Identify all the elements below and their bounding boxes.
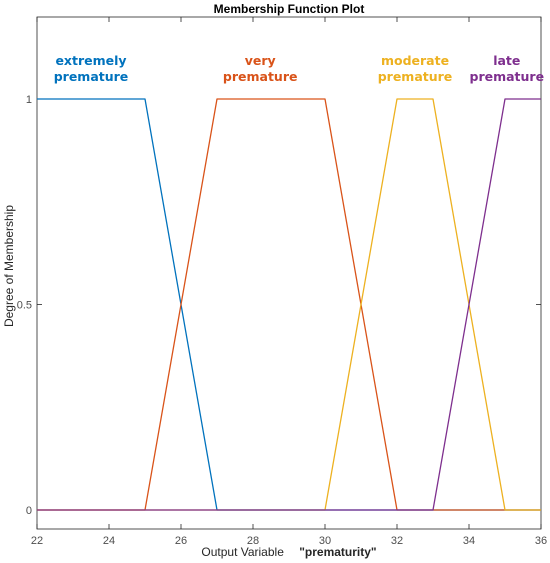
x-axis-label-text: Output Variable (201, 545, 284, 559)
x-axis-variable-name: "prematurity" (299, 545, 376, 559)
series-label-line: premature (378, 69, 453, 84)
y-tick-label: 1 (26, 94, 32, 106)
x-axis-label: Output Variable "prematurity" (201, 545, 376, 559)
series-label-line: premature (470, 69, 545, 84)
y-tick-label: 0 (26, 505, 32, 517)
series-label-line: very (245, 53, 276, 68)
series-label-line: extremely (55, 53, 126, 68)
series-label-moderate-premature: moderate premature (378, 53, 453, 84)
series-label-late-premature: late premature (470, 53, 545, 84)
series-label-line: late (493, 53, 520, 68)
plot-axes: 22 24 26 28 30 32 34 36 0 0.5 1 (17, 16, 547, 547)
x-tick-label: 34 (463, 535, 475, 547)
x-tick-label: 36 (535, 535, 547, 547)
y-tick-label: 0.5 (17, 300, 32, 312)
axes-frame (36, 16, 542, 530)
x-tick-label: 26 (175, 535, 187, 547)
x-tick-label: 32 (391, 535, 403, 547)
series-label-line: moderate (381, 53, 449, 68)
x-tick-label: 22 (31, 535, 43, 547)
series-line-very-premature (37, 98, 541, 511)
plot-series (37, 98, 541, 511)
series-label-extremely-premature: extremely premature (54, 53, 129, 84)
y-axis-label: Degree of Membership (2, 205, 16, 327)
series-label-very-premature: very premature (223, 53, 298, 84)
x-tick-label: 30 (319, 535, 331, 547)
chart-title: Membership Function Plot (214, 2, 365, 16)
series-label-line: premature (54, 69, 129, 84)
x-tick-label: 28 (247, 535, 259, 547)
x-tick-label: 24 (103, 535, 115, 547)
series-line-moderate-premature (37, 98, 541, 511)
series-line-late-premature (37, 98, 541, 511)
series-line-extremely-premature (37, 98, 541, 511)
series-label-line: premature (223, 69, 298, 84)
